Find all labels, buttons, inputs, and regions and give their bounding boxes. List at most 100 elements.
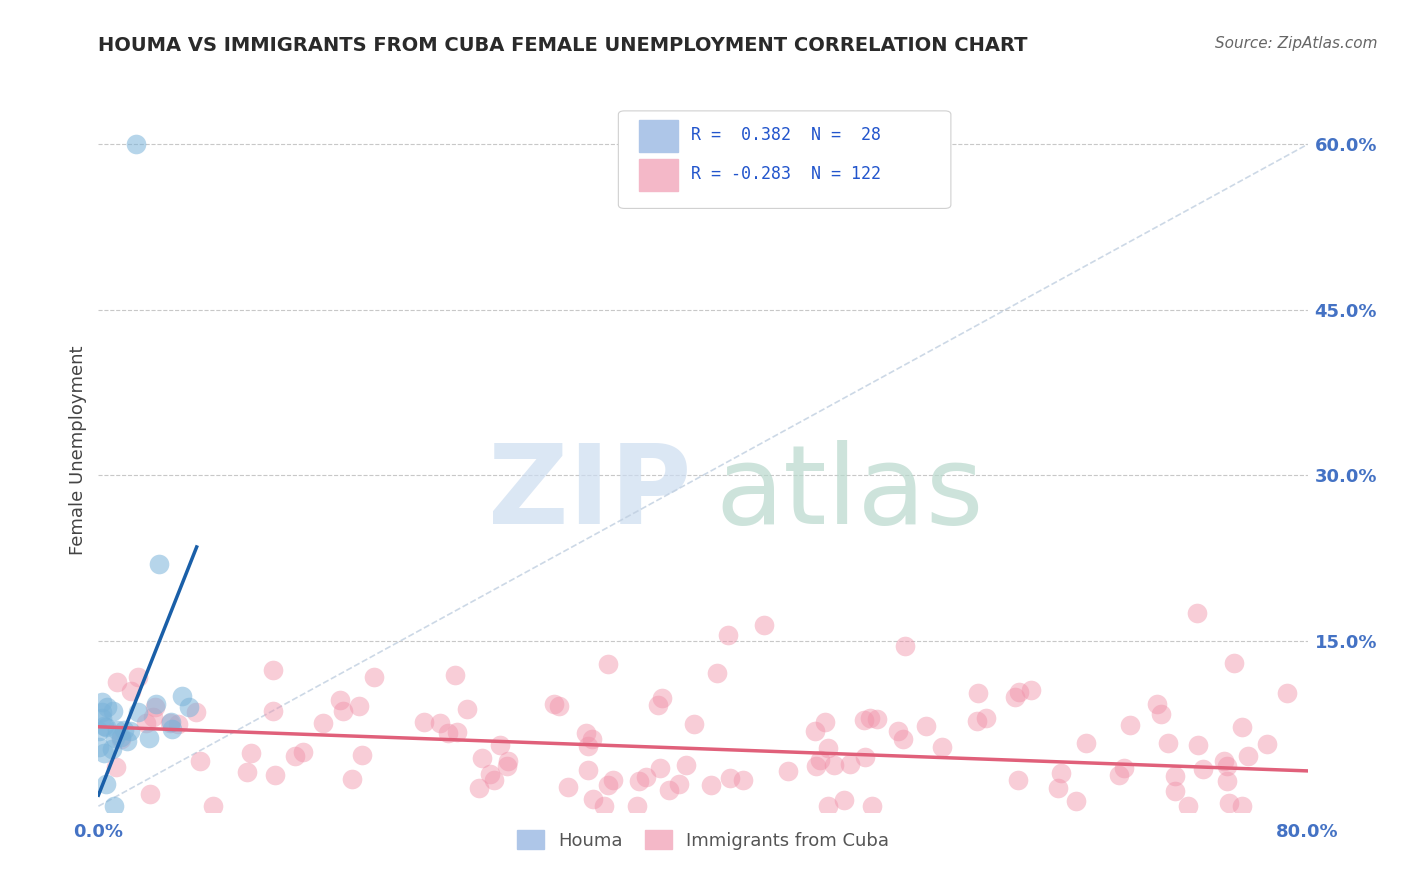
Point [596,657,619,671]
Point [717,628,740,642]
Point [105,723,128,737]
Point [1256,737,1278,751]
Point [1019,683,1042,698]
Point [264,768,287,782]
Point [148,557,170,571]
Point [236,764,259,779]
Point [1216,774,1239,789]
Point [1163,784,1185,798]
Point [138,731,160,745]
Point [145,697,167,711]
Point [838,757,860,772]
Point [852,713,875,727]
Point [170,689,193,703]
FancyBboxPatch shape [638,120,678,152]
Point [87,724,110,739]
Point [101,741,124,756]
Point [634,770,657,784]
Point [668,777,690,791]
Point [731,772,754,787]
Point [894,640,917,654]
Point [1275,686,1298,700]
Point [648,761,671,775]
Point [853,750,876,764]
Point [596,778,619,792]
Point [1150,706,1173,721]
Point [1108,768,1130,782]
Point [675,757,697,772]
Point [974,711,997,725]
Point [576,739,599,753]
Point [471,751,494,765]
Point [201,799,224,814]
Point [118,723,141,738]
Point [332,704,354,718]
Point [1049,766,1071,780]
Point [188,754,211,768]
Point [90,695,112,709]
Point [363,670,385,684]
Point [262,704,284,718]
Point [1192,762,1215,776]
Point [139,788,162,802]
Point [1119,718,1142,732]
Point [547,699,569,714]
Point [143,700,166,714]
Point [87,739,110,754]
Point [718,771,741,785]
Point [179,700,201,714]
Text: HOUMA VS IMMIGRANTS FROM CUBA FEMALE UNEMPLOYMENT CORRELATION CHART: HOUMA VS IMMIGRANTS FROM CUBA FEMALE UNE… [98,36,1028,54]
Point [479,766,502,780]
Point [96,699,118,714]
Point [110,732,132,747]
Point [444,668,467,682]
Point [706,665,728,680]
Point [160,715,183,730]
Point [328,693,350,707]
Point [429,715,451,730]
Point [115,734,138,748]
Point [262,663,284,677]
Point [93,746,115,760]
Point [349,698,371,713]
Point [823,758,845,772]
Point [105,759,128,773]
Text: ZIP: ZIP [488,441,690,548]
Point [437,726,460,740]
Point [804,759,827,773]
Point [127,670,149,684]
Point [159,716,181,731]
Text: atlas: atlas [716,441,984,548]
Point [91,706,114,720]
Point [167,716,190,731]
Point [1046,781,1069,796]
Point [1185,606,1208,620]
Point [1146,697,1168,711]
Point [699,778,721,792]
Point [754,618,776,632]
Point [581,731,603,746]
Point [93,719,115,733]
Point [107,675,129,690]
Point [184,705,207,719]
Point [859,710,882,724]
FancyBboxPatch shape [619,111,950,209]
Point [468,780,491,795]
Point [284,748,307,763]
Point [557,780,579,794]
Point [312,716,335,731]
Point [1008,685,1031,699]
Point [135,716,157,731]
Point [1218,796,1240,810]
Point [582,792,605,806]
FancyBboxPatch shape [638,160,678,191]
Point [496,754,519,768]
Point [1114,761,1136,775]
Y-axis label: Female Unemployment: Female Unemployment [69,346,87,555]
Point [94,777,117,791]
Point [496,759,519,773]
Point [1164,769,1187,783]
Point [1230,799,1253,814]
Point [1007,772,1029,787]
Point [893,732,915,747]
